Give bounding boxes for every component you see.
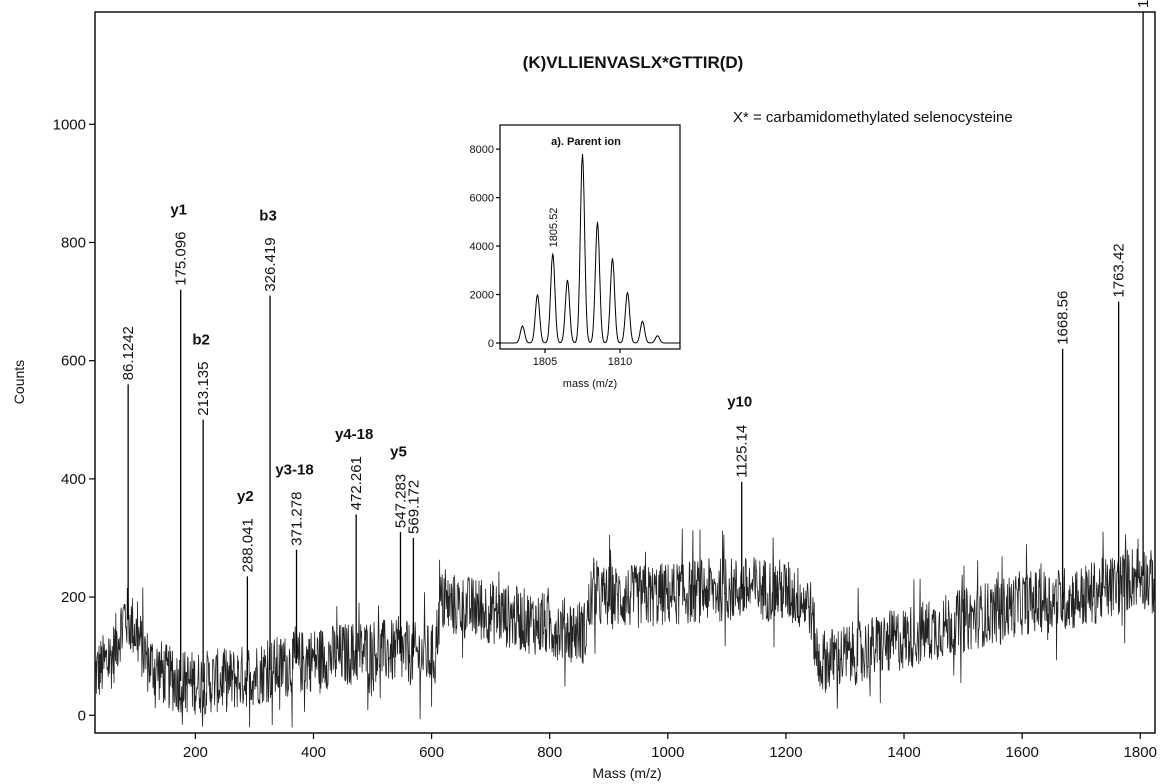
peak-mass-label: 86.1242 — [120, 326, 137, 380]
fragment-ion-label: b2 — [192, 331, 210, 348]
fragment-ion-label: y2 — [237, 488, 254, 505]
inset-y-tick-label: 0 — [488, 338, 494, 350]
inset-y-tick-label: 6000 — [470, 193, 494, 205]
x-axis-title: Mass (m/z) — [592, 765, 661, 781]
fragment-ion-label: y10 — [727, 393, 752, 410]
peak-mass-label: 1763.42 — [1111, 243, 1128, 297]
inset-y-tick-label: 8000 — [470, 144, 494, 156]
peak-mass-label: 288.041 — [239, 518, 256, 572]
peak-mass-label: 569.172 — [405, 480, 422, 534]
fragment-ion-label: b3 — [259, 207, 277, 224]
inset-y-tick-label: 4000 — [470, 241, 494, 253]
y-tick-label: 400 — [61, 471, 86, 488]
y-tick-label: 0 — [78, 707, 86, 724]
inset-x-tick-label: 1810 — [608, 356, 632, 368]
inset-x-axis-title: mass (m/z) — [563, 378, 617, 390]
x-tick-label: 1400 — [887, 744, 920, 761]
inset-y-tick-label: 2000 — [470, 290, 494, 302]
axes: 200 400 600 800 1000 1200 1400 1600 1800 0 200 400 6… — [53, 116, 1157, 761]
noise-trace-path — [94, 528, 1156, 728]
plot-frame — [94, 11, 1156, 734]
x-tick-label: 1000 — [651, 744, 684, 761]
peak-mass-label: 547.283 — [392, 474, 409, 528]
x-tick-label: 1800 — [1124, 744, 1157, 761]
peaks: 86.1242 175.096 y1 213.135 b2 288.041 y2 326.41… — [120, 0, 1152, 683]
chart-note: X* = carbamidomethylated selenocysteine — [733, 109, 1013, 126]
y-tick-label: 200 — [61, 589, 86, 606]
inset-x-tick-label: 1805 — [533, 356, 557, 368]
y-tick-label: 1000 — [53, 116, 86, 133]
peak-mass-label: 472.261 — [348, 456, 365, 510]
fragment-ion-label: y5 — [390, 444, 407, 461]
x-tick-label: 1600 — [1005, 744, 1038, 761]
y-axis-title: Counts — [11, 360, 27, 404]
x-tick-label: 200 — [183, 744, 208, 761]
inset-title: a). Parent ion — [551, 136, 621, 148]
inset-frame — [499, 124, 681, 350]
x-tick-label: 1200 — [769, 744, 802, 761]
inset-peak-label: 1805.52 — [548, 208, 560, 248]
peak-mass-label: 213.135 — [195, 362, 212, 416]
fragment-ion-label: y3-18 — [275, 461, 313, 478]
peak-mass-label: 371.278 — [289, 492, 306, 546]
peak-mass-label: 1804.82 — [1135, 0, 1152, 8]
fragment-ion-label: y1 — [170, 201, 187, 218]
peak-mass-label: 326.419 — [262, 237, 279, 291]
y-tick-label: 800 — [61, 234, 86, 251]
x-tick-label: 600 — [419, 744, 444, 761]
fragment-ion-label: y4-18 — [335, 426, 373, 443]
peak-mass-label: 175.096 — [173, 232, 190, 286]
y-tick-label: 600 — [61, 353, 86, 370]
parent-ion-inset: a). Parent ion mass (m/z) 0 2000 4000 6000 8… — [470, 124, 681, 390]
noise-trace — [94, 528, 1156, 728]
inset-isotope-trace — [500, 153, 680, 344]
x-tick-label: 800 — [537, 744, 562, 761]
chart-title: (K)VLLIENVASLX*GTTIR(D) — [523, 53, 744, 72]
x-tick-label: 400 — [301, 744, 326, 761]
peak-mass-label: 1668.56 — [1055, 291, 1072, 345]
peak-mass-label: 1125.14 — [734, 425, 751, 478]
